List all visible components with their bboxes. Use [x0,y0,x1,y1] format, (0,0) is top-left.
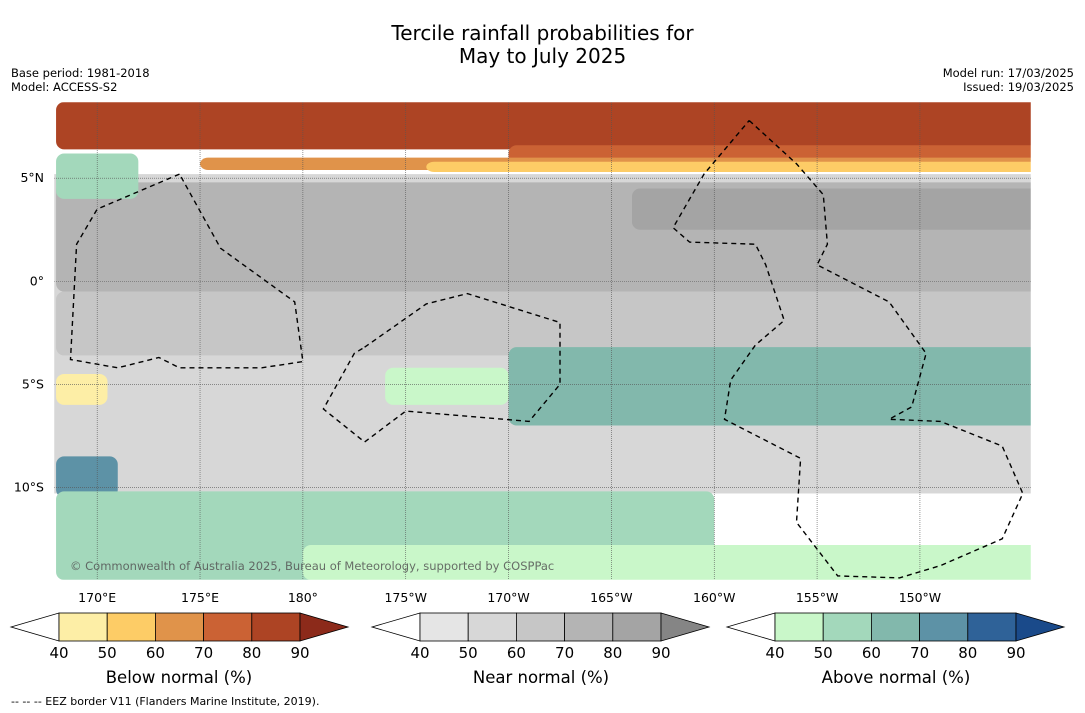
y-tick-label: 10°S [14,479,44,494]
below-colorbar-segment [251,612,301,642]
near-colorbar-segment [419,612,469,642]
base-info: Base period: 1981-2018 Model: ACCESS-S2 [11,66,150,94]
above-colorbar-tick-label: 80 [958,644,977,662]
above-colorbar-segment [871,612,921,642]
eez-border [69,173,304,369]
near-colorbar-segment [564,612,614,642]
below-normal-label: Below normal (%) [105,668,253,687]
near-colorbar-low-extend [370,612,421,642]
x-tick-label: 155°W [796,590,838,605]
near-colorbar-tick-label: 70 [555,644,574,662]
near-normal-label: Near normal (%) [472,668,610,687]
below-colorbar-segment [154,612,204,642]
near-colorbar-tick-label: 80 [603,644,622,662]
y-tick-label: 0° [30,273,44,288]
chart-title: Tercile rainfall probabilities for May t… [0,22,1085,68]
above-colorbar-tick-label: 50 [814,644,833,662]
near-colorbar-segment [467,612,517,642]
above-normal-label: Above normal (%) [821,668,971,687]
above-colorbar-segment [919,612,969,642]
issued-text: Issued: 19/03/2025 [963,80,1074,94]
x-tick-label: 150°W [899,590,941,605]
above-colorbar-segment [774,612,824,642]
below-colorbar-tick-label: 80 [242,644,261,662]
below-colorbar-segment [106,612,156,642]
eez-border [322,292,561,443]
below-colorbar-segment [58,612,108,642]
probability-region-above-9 [508,347,1031,426]
model-run-text: Model run: 17/03/2025 [942,66,1074,80]
x-tick-label: 180° [288,590,318,605]
above-colorbar-low-extend [725,612,776,642]
x-tick-label: 165°W [590,590,632,605]
near-colorbar-tick-label: 90 [651,644,670,662]
near-colorbar-tick-label: 60 [507,644,526,662]
title-line-2: May to July 2025 [458,44,627,68]
below-colorbar-segment [203,612,253,642]
below-colorbar-tick-label: 50 [98,644,117,662]
below-colorbar-tick-label: 70 [194,644,213,662]
probability-region-near-6 [56,291,1031,356]
above-colorbar-high-extend [1015,612,1066,642]
x-tick-label: 170°W [487,590,529,605]
x-tick-label: 160°W [693,590,735,605]
x-tick-label: 175°W [384,590,426,605]
above-colorbar-tick-label: 40 [765,644,784,662]
model-text: Model: ACCESS-S2 [11,80,118,94]
probability-region-above-10 [385,367,509,405]
above-colorbar-tick-label: 70 [910,644,929,662]
copyright-text: © Commonwealth of Australia 2025, Bureau… [70,559,554,573]
probability-region-below-11 [56,373,108,405]
title-line-1: Tercile rainfall probabilities for [391,21,694,45]
base-period-text: Base period: 1981-2018 [11,66,150,80]
above-colorbar-segment [967,612,1017,642]
near-colorbar-tick-label: 50 [459,644,478,662]
above-colorbar-tick-label: 60 [862,644,881,662]
below-colorbar-low-extend [9,612,60,642]
eez-footnote: -- -- -- EEZ border V11 (Flanders Marine… [11,695,320,708]
y-tick-label: 5°S [22,376,44,391]
below-colorbar-tick-label: 90 [290,644,309,662]
above-colorbar-tick-label: 90 [1006,644,1025,662]
below-colorbar-tick-label: 40 [49,644,68,662]
eez-border [672,119,1024,579]
y-tick-label: 5°N [20,170,44,185]
near-colorbar-segment [612,612,662,642]
near-colorbar-tick-label: 40 [410,644,429,662]
near-colorbar-segment [516,612,566,642]
x-tick-label: 175°E [181,590,219,605]
near-colorbar-high-extend [660,612,711,642]
probability-region-near-5 [631,188,1031,230]
run-info: Model run: 17/03/2025 Issued: 19/03/2025 [943,66,1074,94]
below-colorbar-tick-label: 60 [146,644,165,662]
above-colorbar-segment [822,612,872,642]
probability-region-above-14 [302,544,1031,580]
map-frame [53,101,1032,581]
probability-region-below-3 [426,161,1031,173]
probability-region-below-0 [56,102,1031,150]
x-tick-label: 170°E [78,590,116,605]
below-colorbar-high-extend [299,612,350,642]
